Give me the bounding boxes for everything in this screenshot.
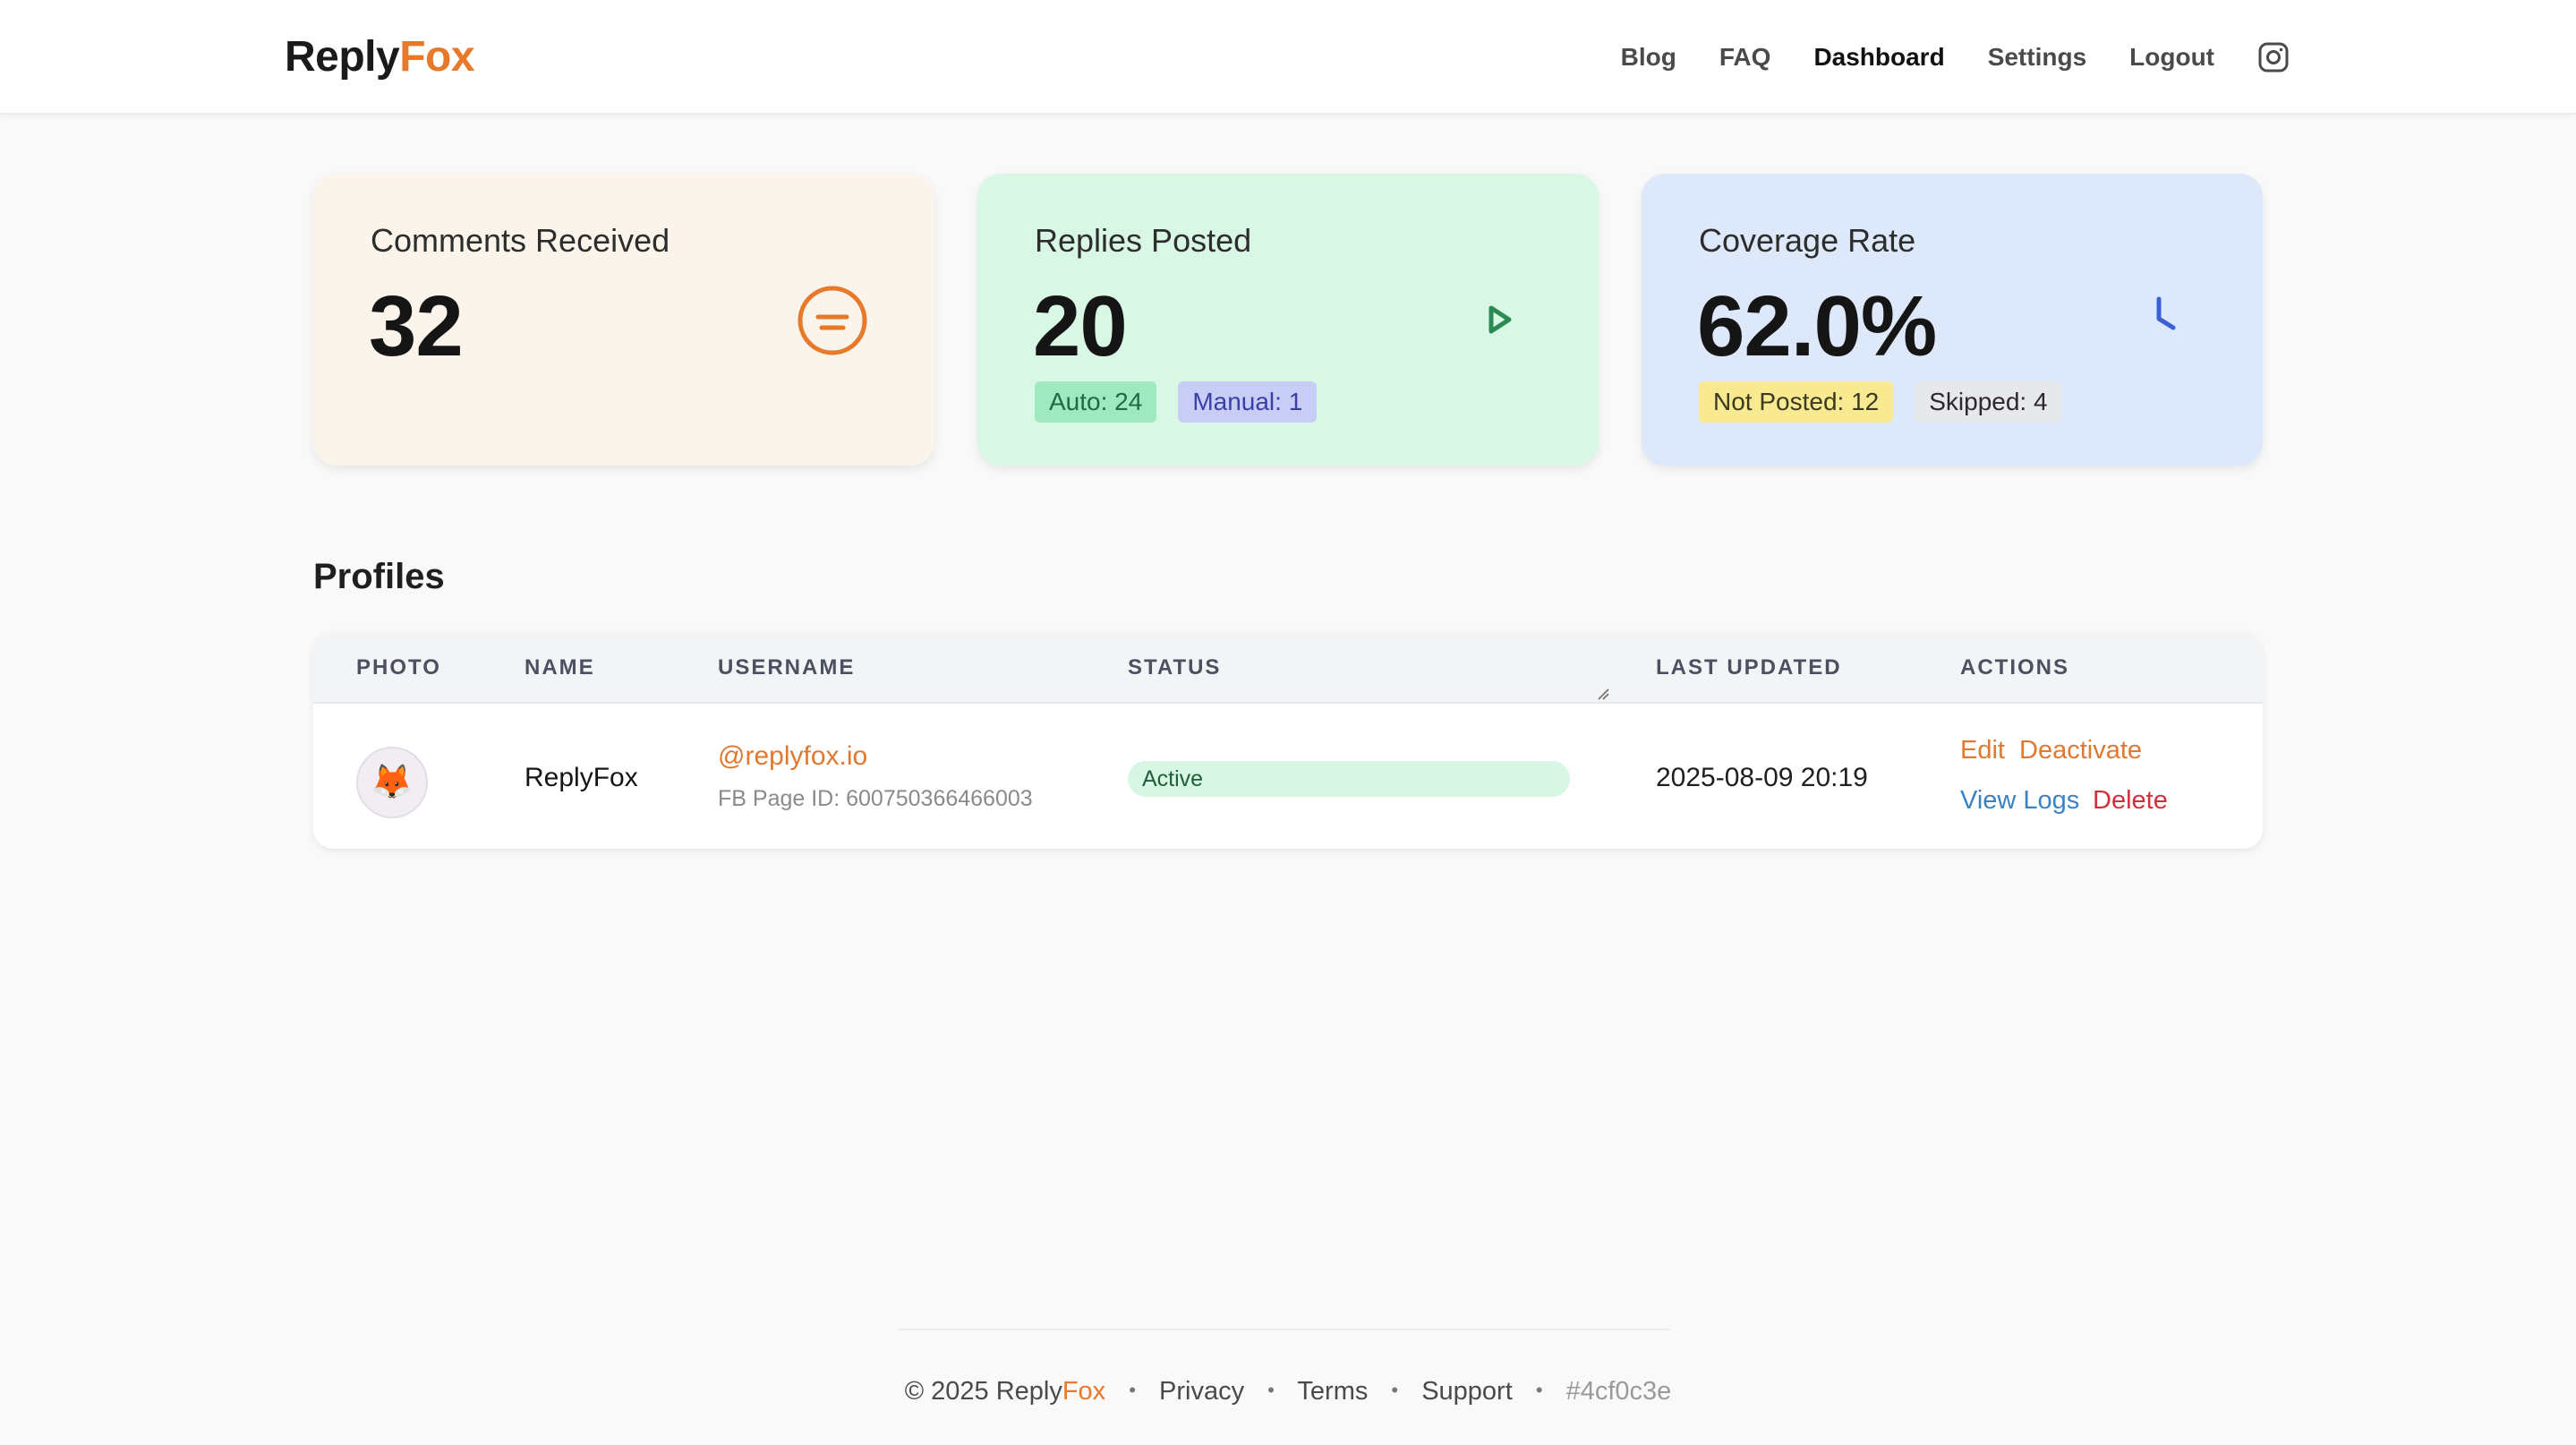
col-last-updated: LAST UPDATED: [1656, 655, 1842, 680]
footer: © 2025 ReplyFox • Privacy • Terms • Supp…: [0, 1377, 2576, 1407]
brand-part-reply: Reply: [285, 33, 400, 81]
nav-dashboard[interactable]: Dashboard: [1813, 43, 1945, 71]
nav-logout[interactable]: Logout: [2129, 43, 2214, 71]
stat-title-replies: Replies Posted: [1035, 222, 1252, 259]
stat-card-comments: Comments Received 32: [313, 174, 934, 466]
badge-skipped: Skipped: 4: [1915, 381, 2062, 423]
instagram-icon[interactable]: [2257, 41, 2290, 73]
footer-build-hash: #4cf0c3e: [1565, 1377, 1672, 1406]
footer-privacy-link[interactable]: Privacy: [1159, 1377, 1245, 1406]
clock-hand-icon: [2156, 296, 2176, 330]
stat-value-coverage: 62.0%: [1697, 278, 1937, 374]
profiles-heading: Profiles: [313, 557, 445, 596]
top-header: ReplyFox Blog FAQ Dashboard Settings Log…: [0, 0, 2576, 115]
view-logs-link[interactable]: View Logs: [1960, 786, 2080, 815]
stat-value-replies: 20: [1033, 278, 1128, 374]
nav-settings[interactable]: Settings: [1987, 43, 2087, 71]
main-nav: Blog FAQ Dashboard Settings Logout: [1621, 36, 2290, 79]
table-row: 🦊 ReplyFox @replyfox.io FB Page ID: 6007…: [313, 705, 2263, 849]
col-actions: ACTIONS: [1960, 655, 2069, 680]
column-resize-handle[interactable]: [1597, 688, 1609, 700]
brand-logo[interactable]: ReplyFox: [285, 32, 475, 81]
footer-separator: •: [1267, 1379, 1275, 1401]
status-badge: Active: [1128, 761, 1570, 797]
stat-card-replies: Replies Posted 20 Auto: 24 Manual: 1: [977, 174, 1599, 466]
replies-badges: Auto: 24 Manual: 1: [1035, 381, 1318, 423]
avatar: 🦊: [356, 747, 428, 818]
brand-part-fox: Fox: [399, 33, 475, 81]
badge-manual: Manual: 1: [1178, 381, 1318, 423]
stat-card-coverage: Coverage Rate 62.0% Not Posted: 12 Skipp…: [1642, 174, 2263, 466]
profile-page-id: FB Page ID: 600750366466003: [718, 786, 1033, 811]
footer-separator: •: [1129, 1379, 1136, 1401]
badge-auto: Auto: 24: [1035, 381, 1157, 423]
footer-separator: •: [1391, 1379, 1399, 1401]
nav-faq[interactable]: FAQ: [1719, 43, 1771, 71]
stat-title-coverage: Coverage Rate: [1699, 222, 1916, 259]
footer-copyright: © 2025 Reply: [904, 1377, 1062, 1406]
profile-last-updated: 2025-08-09 20:19: [1656, 763, 1868, 792]
footer-divider: [899, 1329, 1670, 1330]
delete-link[interactable]: Delete: [2093, 786, 2168, 815]
table-header: PHOTO NAME USERNAME STATUS LAST UPDATED …: [313, 632, 2263, 704]
edit-link[interactable]: Edit: [1960, 736, 2005, 765]
badge-not-posted: Not Posted: 12: [1699, 381, 1894, 423]
footer-terms-link[interactable]: Terms: [1297, 1377, 1369, 1406]
play-icon: [1488, 305, 1512, 334]
profile-name: ReplyFox: [525, 763, 638, 792]
profiles-table: PHOTO NAME USERNAME STATUS LAST UPDATED …: [313, 632, 2263, 849]
chat-lines-icon: [798, 286, 867, 355]
stat-value-comments: 32: [369, 278, 464, 374]
nav-blog[interactable]: Blog: [1620, 43, 1676, 71]
deactivate-link[interactable]: Deactivate: [2019, 736, 2143, 765]
profile-username[interactable]: @replyfox.io: [718, 741, 868, 771]
stat-title-comments: Comments Received: [371, 222, 670, 259]
footer-brand-accent: Fox: [1062, 1377, 1106, 1406]
col-status: STATUS: [1128, 655, 1222, 680]
footer-separator: •: [1535, 1379, 1543, 1401]
coverage-badges: Not Posted: 12 Skipped: 4: [1699, 381, 2062, 423]
footer-support-link[interactable]: Support: [1421, 1377, 1513, 1406]
col-photo: PHOTO: [356, 655, 441, 680]
col-name: NAME: [525, 655, 595, 680]
col-username: USERNAME: [718, 655, 856, 680]
